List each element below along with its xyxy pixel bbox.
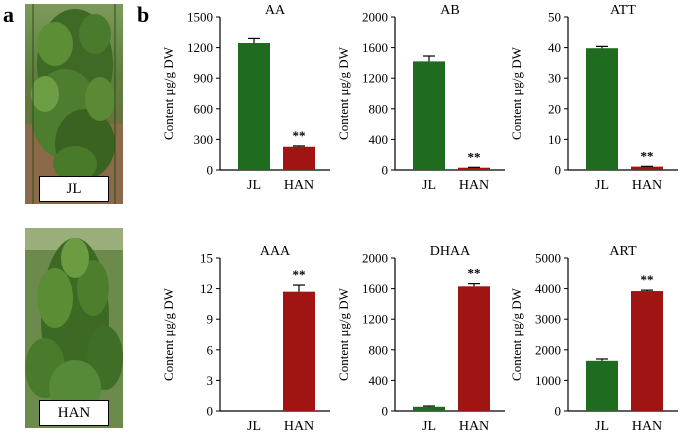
- x-tick-label-ab-jl: JL: [422, 178, 436, 193]
- y-tick-label-att-3: 30: [548, 71, 561, 86]
- y-tick-label-aa-3: 900: [194, 71, 214, 86]
- panel-letter-a: a: [3, 2, 14, 27]
- chart-title-ab: AB: [440, 3, 459, 18]
- y-tick-label-att-2: 20: [548, 101, 561, 116]
- y-tick-label-aa-2: 600: [194, 101, 214, 116]
- significance-label-aa-han: **: [293, 128, 306, 143]
- y-tick-label-dhaa-0: 0: [382, 404, 389, 419]
- y-axis-label-aa: Content μg/g DW: [161, 46, 176, 140]
- y-tick-label-ab-0: 0: [382, 163, 389, 178]
- y-axis-label-ab: Content μg/g DW: [336, 46, 351, 140]
- significance-label-att-han: **: [641, 148, 654, 163]
- x-tick-label-art-jl: JL: [595, 419, 609, 434]
- y-tick-label-aaa-4: 12: [200, 281, 213, 296]
- plant-photo-jl-image: [25, 4, 123, 204]
- x-tick-label-aa-jl: JL: [247, 178, 261, 193]
- y-tick-label-aa-0: 0: [207, 163, 214, 178]
- y-tick-label-aa-1: 300: [194, 132, 214, 147]
- panel-letter-b: b: [137, 2, 150, 27]
- x-tick-label-dhaa-jl: JL: [422, 419, 436, 434]
- y-tick-label-att-0: 0: [555, 163, 562, 178]
- chart-title-art: ART: [609, 244, 637, 259]
- bar-dhaa-jl: [413, 406, 445, 411]
- x-tick-label-att-han: HAN: [632, 178, 662, 193]
- bar-dhaa-han: [458, 286, 490, 411]
- y-tick-label-dhaa-3: 1200: [362, 312, 388, 327]
- y-axis-label-dhaa: Content μg/g DW: [336, 287, 351, 381]
- y-tick-label-aaa-0: 0: [207, 404, 214, 419]
- y-tick-label-aaa-2: 6: [207, 342, 214, 357]
- y-tick-label-ab-5: 2000: [362, 10, 388, 25]
- bar-art-jl: [586, 360, 618, 411]
- plant-photo-han-image: [25, 228, 123, 428]
- bar-aaa-han: [283, 291, 315, 411]
- y-axis-label-aaa: Content μg/g DW: [161, 287, 176, 381]
- bar-aa-han: [283, 146, 315, 170]
- photo-label-han: HAN: [39, 400, 109, 426]
- x-tick-label-aaa-han: HAN: [284, 419, 314, 434]
- y-tick-label-ab-1: 400: [369, 132, 389, 147]
- photo-jl-plant: JL: [25, 4, 123, 204]
- y-tick-label-aa-4: 1200: [187, 40, 213, 55]
- significance-label-dhaa-han: **: [468, 266, 481, 281]
- bar-aa-jl: [238, 43, 270, 171]
- y-tick-label-att-5: 50: [548, 10, 561, 25]
- chart-title-aa: AA: [265, 3, 286, 18]
- x-tick-label-dhaa-han: HAN: [459, 419, 489, 434]
- significance-label-art-han: **: [641, 272, 654, 287]
- bar-att-jl: [586, 48, 618, 170]
- bar-ab-jl: [413, 61, 445, 171]
- y-tick-label-art-2: 2000: [535, 342, 561, 357]
- y-tick-label-art-0: 0: [555, 404, 562, 419]
- photo-label-jl: JL: [39, 176, 109, 202]
- y-tick-label-ab-2: 800: [369, 101, 389, 116]
- x-tick-label-ab-han: HAN: [459, 178, 489, 193]
- bar-ab-han: [458, 167, 490, 170]
- bar-art-han: [631, 291, 663, 411]
- x-tick-label-aa-han: HAN: [284, 178, 314, 193]
- y-axis-label-art: Content μg/g DW: [509, 287, 524, 381]
- y-tick-label-dhaa-2: 800: [369, 342, 389, 357]
- y-tick-label-art-3: 3000: [535, 312, 561, 327]
- y-axis-label-att: Content μg/g DW: [509, 46, 524, 140]
- y-tick-label-aaa-5: 15: [200, 251, 213, 266]
- chart-title-att: ATT: [610, 3, 636, 18]
- y-tick-label-art-5: 5000: [535, 251, 561, 266]
- y-tick-label-dhaa-5: 2000: [362, 251, 388, 266]
- significance-label-ab-han: **: [468, 149, 481, 164]
- photo-han-plant: HAN: [25, 228, 123, 428]
- bar-att-han: [631, 166, 663, 170]
- y-tick-label-aaa-3: 9: [207, 312, 214, 327]
- x-tick-label-att-jl: JL: [595, 178, 609, 193]
- y-tick-label-ab-4: 1600: [362, 40, 388, 55]
- x-tick-label-aaa-jl: JL: [247, 419, 261, 434]
- chart-title-dhaa: DHAA: [430, 244, 471, 259]
- y-tick-label-ab-3: 1200: [362, 71, 388, 86]
- y-tick-label-dhaa-4: 1600: [362, 281, 388, 296]
- y-tick-label-art-1: 1000: [535, 373, 561, 388]
- y-tick-label-aa-5: 1500: [187, 10, 213, 25]
- y-tick-label-att-1: 10: [548, 132, 561, 147]
- x-tick-label-art-han: HAN: [632, 419, 662, 434]
- significance-label-aaa-han: **: [293, 267, 306, 282]
- chart-title-aaa: AAA: [260, 244, 291, 259]
- y-tick-label-dhaa-1: 400: [369, 373, 389, 388]
- y-tick-label-art-4: 4000: [535, 281, 561, 296]
- y-tick-label-aaa-1: 3: [207, 373, 214, 388]
- y-tick-label-att-4: 40: [548, 40, 561, 55]
